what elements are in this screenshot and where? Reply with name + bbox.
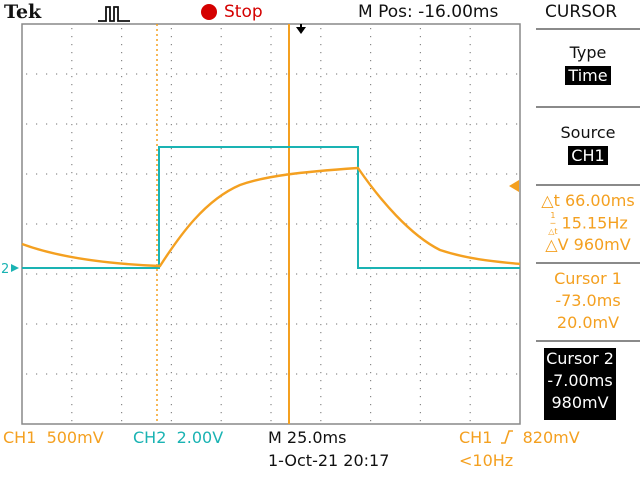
cursor-2-time: -7.00ms (547, 371, 613, 390)
trigger-source: CH1 (459, 428, 493, 447)
ch1-scale: 500mV (46, 428, 104, 447)
trigger-position-icon (296, 24, 306, 34)
trigger-readout: CH1 820mV (459, 428, 580, 448)
cursor-1-title: Cursor 1 (554, 269, 622, 288)
stop-indicator-icon (201, 4, 217, 20)
menu-separator (536, 184, 640, 186)
source-label: Source (560, 123, 616, 142)
ch2-label: CH2 (133, 428, 167, 447)
graticule-border (21, 23, 521, 425)
cursor-2-readout[interactable]: Cursor 2 -7.00ms 980mV (544, 348, 616, 420)
horizontal-position-readout: M Pos: -16.00ms (358, 2, 499, 22)
menu-title: CURSOR (545, 2, 618, 22)
source-menu-item[interactable]: Source CH1 (536, 122, 640, 165)
one-over-delta-t-icon: 1 ─ △t (548, 211, 558, 236)
trigger-level-icon (509, 180, 519, 192)
ch1-label: CH1 (3, 428, 37, 447)
type-value: Time (565, 66, 611, 85)
cursor-1-readout[interactable]: Cursor 1 -73.0ms 20.0mV (536, 268, 640, 334)
inverse-delta-time-readout: 1 ─ △t 15.15Hz (548, 211, 628, 236)
cursor-2-title: Cursor 2 (546, 349, 614, 368)
graticule-grid (26, 28, 518, 422)
ch2-ground-arrow-icon (11, 264, 19, 272)
menu-separator (536, 106, 640, 108)
ch1-waveform (21, 166, 521, 268)
delta-voltage-readout: △V 960mV (545, 235, 631, 254)
cursor-1-time: -73.0ms (555, 291, 621, 310)
cursor-1-value: 20.0mV (556, 313, 620, 332)
ch2-scale-readout: CH2 2.00V (133, 428, 223, 448)
cursor-delta-readout: △t 66.00ms 1 ─ △t 15.15Hz △V 960mV (536, 190, 640, 256)
run-state-label: Stop (224, 2, 263, 22)
ch2-ground-marker: 2 (1, 262, 9, 277)
type-label: Type (569, 43, 607, 62)
ch2-scale: 2.00V (176, 428, 224, 447)
trigger-frequency: <10Hz (459, 451, 514, 470)
type-menu-item[interactable]: Type Time (536, 42, 640, 85)
trigger-pulse-icon (98, 6, 130, 22)
brand-logo: Tek (4, 1, 42, 23)
cursor-2-value: 980mV (551, 393, 609, 412)
rising-edge-icon (501, 430, 514, 444)
delta-time-readout: △t 66.00ms (541, 191, 635, 210)
timebase-readout: M 25.0ms (268, 428, 347, 447)
date-time-readout: 1-Oct-21 20:17 (268, 451, 390, 470)
trigger-level: 820mV (522, 428, 580, 447)
source-value: CH1 (568, 146, 608, 165)
menu-separator (536, 340, 640, 342)
menu-separator (536, 262, 640, 264)
ch2-waveform (22, 146, 520, 269)
ch1-scale-readout: CH1 500mV (3, 428, 104, 448)
menu-separator (536, 28, 640, 30)
